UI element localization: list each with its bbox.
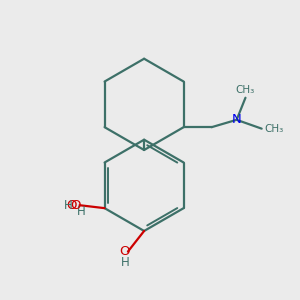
Text: O: O — [70, 199, 81, 212]
Text: N: N — [232, 113, 242, 126]
Text: H: H — [64, 199, 73, 212]
Text: CH₃: CH₃ — [236, 85, 255, 95]
Text: O: O — [119, 245, 129, 258]
Text: CH₃: CH₃ — [265, 124, 284, 134]
Text: H: H — [77, 205, 86, 218]
Text: O: O — [67, 199, 77, 212]
Text: H: H — [121, 256, 129, 269]
